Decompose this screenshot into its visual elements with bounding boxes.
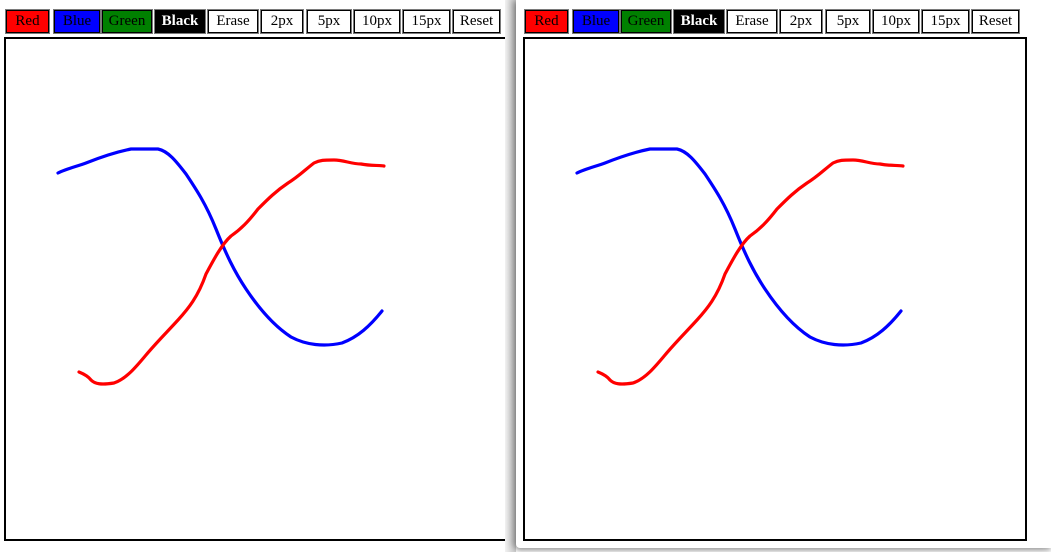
left-erase-button[interactable]: Erase	[207, 9, 259, 34]
right-erase-button[interactable]: Erase	[726, 9, 778, 34]
left-green-button[interactable]: Green	[101, 9, 153, 34]
left-drawing-canvas[interactable]	[4, 37, 508, 541]
left-2px-button[interactable]: 2px	[260, 9, 304, 34]
left-blue-button[interactable]: Blue	[53, 9, 101, 34]
left-black-button[interactable]: Black	[154, 9, 206, 34]
left-15px-button[interactable]: 15px	[402, 9, 451, 34]
left-canvas-drawing	[56, 147, 386, 386]
right-red-button[interactable]: Red	[524, 9, 569, 34]
left-red-button[interactable]: Red	[5, 9, 50, 34]
right-blue-stroke	[575, 147, 903, 347]
left-10px-button[interactable]: 10px	[353, 9, 401, 34]
right-red-stroke	[596, 158, 905, 386]
right-10px-button[interactable]: 10px	[872, 9, 920, 34]
left-reset-button[interactable]: Reset	[452, 9, 501, 34]
window-gap-shadow	[505, 0, 516, 552]
left-5px-button[interactable]: 5px	[306, 9, 352, 34]
right-black-button[interactable]: Black	[673, 9, 725, 34]
right-drawing-canvas[interactable]	[523, 37, 1027, 541]
right-2px-button[interactable]: 2px	[779, 9, 823, 34]
right-window: Red Blue Green Black Erase 2px 5px 10px …	[516, 0, 1051, 548]
right-5px-button[interactable]: 5px	[825, 9, 871, 34]
right-reset-button[interactable]: Reset	[971, 9, 1020, 34]
right-green-button[interactable]: Green	[620, 9, 672, 34]
right-canvas-drawing	[575, 147, 905, 386]
left-blue-stroke	[56, 147, 384, 347]
left-red-stroke	[77, 158, 386, 386]
left-window: Red Blue Green Black Erase 2px 5px 10px …	[0, 0, 511, 552]
right-blue-button[interactable]: Blue	[572, 9, 620, 34]
right-15px-button[interactable]: 15px	[921, 9, 970, 34]
